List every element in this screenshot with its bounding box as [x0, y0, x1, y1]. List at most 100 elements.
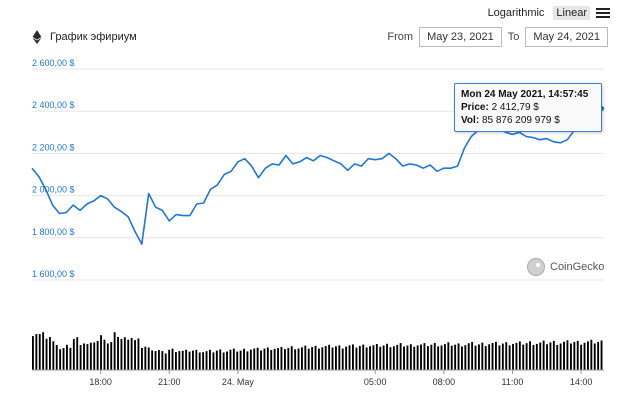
x-tick-label: 24. May — [222, 377, 255, 387]
volume-bar — [515, 342, 518, 370]
volume-bar — [423, 343, 426, 370]
volume-bar — [461, 346, 463, 370]
volume-bar — [406, 345, 409, 370]
volume-bar — [185, 349, 188, 370]
tooltip-datetime: Mon 24 May 2021, 14:57:45 — [461, 89, 589, 100]
volume-bar — [151, 350, 154, 370]
volume-bar — [49, 337, 51, 370]
volume-bar — [552, 340, 555, 370]
volume-bar — [580, 344, 583, 370]
volume-bar — [522, 344, 525, 370]
volume-bar — [484, 346, 487, 370]
volume-bar — [471, 341, 474, 370]
volume-bar — [100, 335, 102, 370]
scale-linear-button[interactable]: Linear — [553, 6, 590, 20]
volume-bar — [137, 338, 140, 370]
volume-bar — [352, 344, 354, 370]
volume-bar — [117, 336, 119, 370]
volume-bar — [433, 343, 436, 370]
from-label: From — [387, 31, 414, 43]
chart-header: График эфириум — [32, 30, 137, 44]
volume-bar — [38, 334, 41, 370]
y-tick-label: 2 200,00 $ — [32, 142, 75, 152]
coingecko-watermark: CoinGecko — [527, 258, 604, 276]
volume-bar — [304, 345, 307, 370]
volume-bar — [495, 341, 497, 370]
volume-bar — [566, 340, 569, 370]
volume-bar — [590, 339, 593, 370]
volume-bar — [328, 344, 331, 370]
volume-bar — [263, 348, 266, 370]
volume-bar — [239, 350, 242, 370]
volume-bar — [478, 344, 480, 370]
volume-bar — [488, 344, 491, 370]
volume-bar — [498, 345, 501, 370]
volume-bar — [158, 350, 160, 370]
x-axis-labels: 18:00 21:00 24. May 05:00 08:00 11:00 14:00 — [89, 370, 592, 387]
volume-bar — [576, 340, 579, 370]
volume-bar — [348, 345, 351, 370]
volume-bar — [409, 344, 412, 370]
volume-bar — [120, 338, 123, 370]
volume-bar — [270, 350, 273, 370]
volume-bar — [134, 340, 136, 370]
volume-bar — [420, 344, 422, 370]
volume-bar — [392, 346, 395, 370]
volume-bar — [535, 343, 538, 370]
hamburger-menu-icon[interactable] — [596, 8, 610, 18]
volume-bar — [481, 342, 484, 370]
volume-bar — [341, 348, 344, 370]
volume-bar — [45, 338, 48, 370]
volume-bar — [154, 351, 157, 370]
volume-bar — [430, 344, 433, 370]
volume-bar — [52, 341, 55, 370]
volume-bar — [205, 351, 208, 370]
y-axis-labels: 2 600,00 $ 2 400,00 $ 2 200,00 $ 2 000,00 $… — [32, 58, 75, 279]
price-line — [31, 104, 603, 245]
volume-bar — [175, 352, 177, 370]
volume-bar — [253, 348, 256, 370]
volume-bar — [454, 344, 457, 370]
volume-bar — [32, 336, 34, 370]
volume-bar — [147, 347, 150, 370]
volume-bar — [345, 346, 348, 370]
volume-bar — [338, 345, 341, 370]
volume-bar — [375, 344, 378, 370]
volume-bar — [331, 347, 334, 370]
volume-bar — [413, 346, 416, 370]
y-tick-label: 2 000,00 $ — [32, 185, 75, 195]
volume-bar — [546, 344, 548, 370]
volume-bar — [35, 334, 38, 370]
y-tick-label: 2 600,00 $ — [32, 58, 75, 68]
volume-bar — [277, 348, 279, 370]
volume-bar — [284, 349, 286, 370]
volume-bar — [89, 342, 92, 370]
from-date-input[interactable]: May 23, 2021 — [419, 27, 502, 47]
volume-bar — [444, 344, 446, 370]
volume-bar — [243, 348, 245, 370]
volume-bar — [249, 349, 252, 370]
volume-bar — [103, 339, 106, 370]
to-date-input[interactable]: May 24, 2021 — [525, 27, 608, 47]
x-tick-label: 18:00 — [89, 377, 112, 387]
volume-bar — [123, 337, 126, 370]
volume-bar — [209, 349, 211, 370]
volume-bar — [379, 346, 382, 370]
volume-bar — [280, 346, 283, 370]
volume-bar — [559, 343, 562, 370]
volume-bar — [127, 339, 130, 370]
volume-bar — [399, 343, 402, 370]
tooltip-vol-label: Vol: — [461, 115, 480, 126]
volume-bar — [457, 343, 460, 370]
volume-bar — [570, 343, 572, 370]
volume-bar — [188, 351, 191, 370]
x-tick-label: 14:00 — [570, 377, 593, 387]
volume-bar — [396, 344, 399, 370]
coingecko-logo-icon — [527, 258, 545, 276]
volume-bar — [215, 350, 218, 370]
scale-logarithmic-button[interactable]: Logarithmic — [487, 7, 545, 19]
volume-bar — [539, 342, 542, 370]
volume-bar — [110, 342, 113, 370]
volume-bar — [229, 349, 232, 370]
